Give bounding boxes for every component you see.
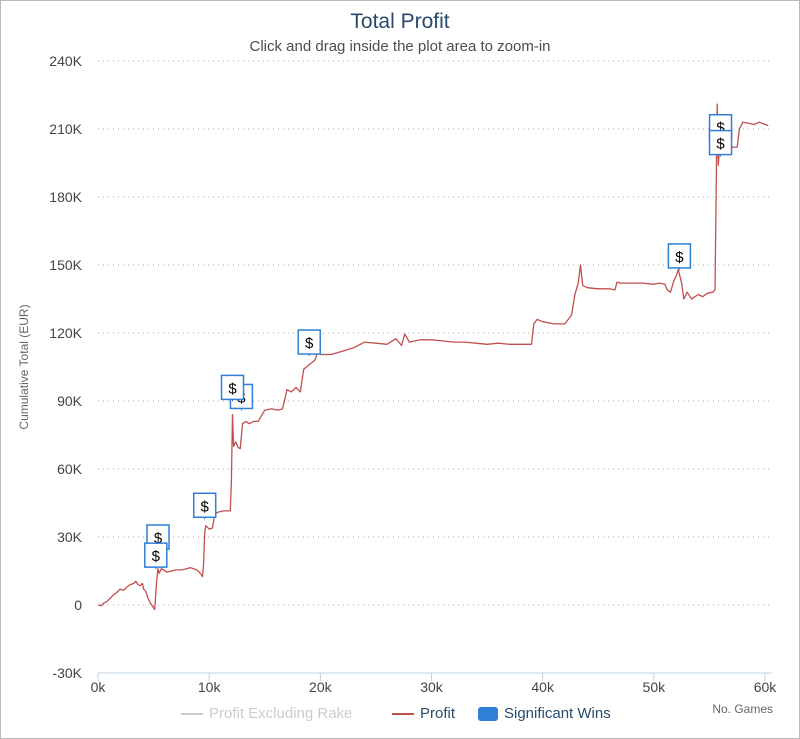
flag-label: $ bbox=[716, 120, 725, 137]
chart-title: Total Profit bbox=[350, 10, 450, 33]
series-layer bbox=[97, 103, 769, 611]
x-axis-label: No. Games bbox=[712, 702, 773, 716]
x-tick-label: 60k bbox=[754, 679, 778, 695]
flag-box bbox=[297, 329, 321, 355]
significant-win-flag[interactable]: $ bbox=[708, 129, 733, 157]
x-tick-label: 30k bbox=[420, 679, 444, 695]
flag-label: $ bbox=[305, 335, 314, 352]
y-tick-label: 210K bbox=[49, 121, 82, 137]
series-line-profit bbox=[97, 103, 769, 611]
significant-win-flag[interactable]: $ bbox=[667, 243, 692, 270]
significant-win-flag[interactable]: $ bbox=[192, 492, 217, 520]
flag-label: $ bbox=[228, 380, 237, 397]
flag-box bbox=[144, 542, 168, 568]
flag-label: $ bbox=[675, 249, 684, 266]
x-tick-label: 40k bbox=[531, 679, 555, 695]
flag-box bbox=[192, 492, 217, 519]
chart-subtitle: Click and drag inside the plot area to z… bbox=[249, 38, 551, 55]
flag-label: $ bbox=[201, 498, 210, 515]
x-tick-label: 50k bbox=[643, 679, 667, 695]
y-tick-label: 150K bbox=[49, 257, 82, 273]
legend-item-profit-excluding-rake[interactable]: Profit Excluding Rake bbox=[181, 705, 352, 722]
y-tick-label: 90K bbox=[57, 393, 83, 409]
flag-box bbox=[220, 374, 245, 401]
grid-lines bbox=[98, 60, 772, 606]
y-tick-label: 30K bbox=[57, 529, 83, 545]
x-tick-label: 0k bbox=[91, 679, 107, 695]
flag-label: $ bbox=[716, 136, 725, 153]
flags-layer: $$$$$$$$$ bbox=[144, 113, 733, 570]
x-tick-label: 20k bbox=[309, 679, 333, 695]
flag-label: $ bbox=[154, 530, 163, 547]
legend: Profit Excluding Rake Profit Significant… bbox=[0, 705, 800, 725]
significant-win-flag[interactable]: $ bbox=[220, 374, 245, 402]
flag-box bbox=[667, 243, 692, 269]
legend-line-icon bbox=[181, 712, 203, 715]
legend-label: Significant Wins bbox=[504, 705, 611, 722]
x-axis-ticks: 0k 10k 20k 30k 40k 50k 60k bbox=[91, 673, 778, 695]
y-tick-label: 120K bbox=[49, 325, 82, 341]
x-tick-label: 10k bbox=[198, 679, 222, 695]
y-tick-label: 180K bbox=[49, 189, 82, 205]
y-tick-label: 0 bbox=[74, 597, 82, 613]
flag-swatch-icon bbox=[478, 706, 498, 721]
y-tick-label: 240K bbox=[49, 53, 82, 69]
y-tick-label: -30K bbox=[52, 665, 82, 681]
legend-item-significant-wins[interactable]: Significant Wins bbox=[478, 705, 611, 722]
significant-win-flag[interactable]: $ bbox=[144, 542, 168, 570]
legend-item-profit[interactable]: Profit bbox=[392, 705, 455, 722]
significant-win-flag[interactable]: $ bbox=[297, 329, 321, 357]
flag-box bbox=[708, 129, 733, 156]
flag-label: $ bbox=[152, 548, 161, 565]
y-tick-label: 60K bbox=[57, 461, 83, 477]
legend-label: Profit Excluding Rake bbox=[209, 705, 353, 722]
legend-line-icon bbox=[392, 712, 414, 715]
legend-label: Profit bbox=[420, 705, 456, 722]
y-axis-ticks: -30K 0 30K 60K 90K 120K 150K 180K 210K 240K bbox=[49, 53, 82, 681]
